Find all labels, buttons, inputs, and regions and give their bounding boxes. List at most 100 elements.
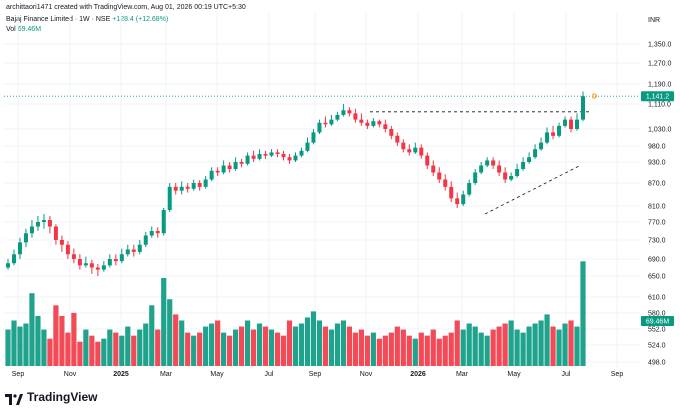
candle [251,150,256,162]
volume-bar [490,329,496,366]
candle [485,157,490,168]
candle [389,125,394,140]
candle [179,181,184,195]
volume-bar [544,314,550,366]
candle [89,259,94,274]
candle [461,190,466,206]
volume-bar [424,335,430,366]
candle-body [209,170,214,180]
volume-bar [340,320,347,366]
volume-bar [47,338,53,366]
y-tick-label: 552.0 [648,327,666,334]
volume-bar [382,335,388,366]
volume-bar [41,329,47,366]
candle-body [563,119,568,126]
volume-bar [233,329,239,366]
candle-body [467,183,472,195]
volume-bar [149,305,155,366]
price-axis: 1,350.0 1,270.0 1,190.0 1,110.0 1,030.0 980.0… [648,42,671,367]
candle-body [257,154,262,159]
candle [107,254,112,268]
volume-bar [11,320,17,366]
x-tick-label: Mar [456,371,469,378]
candle-body [59,240,64,245]
candle-body [161,210,166,234]
candle-body [197,183,202,187]
volume-bar [496,326,502,366]
candle [317,119,322,135]
candle-body [203,179,208,187]
volume-bar [502,323,508,366]
candle-body [485,160,490,166]
candle [125,244,130,257]
candle [533,144,538,159]
candle [6,259,10,270]
y-tick-label: 1,350.0 [648,42,671,49]
y-tick-label: 524.0 [648,343,666,350]
volume-bar [466,323,472,366]
price-overlays: 1,141.2 69.46M D [4,91,674,326]
symbol-line: Bajaj Finance Limited · 1W · NSE +128.4 … [6,16,168,23]
last-price-label: 1,141.2 [646,94,669,101]
candle-body [281,154,286,158]
volume-bar [89,335,95,366]
candle [539,137,544,151]
volume-bar [221,332,227,366]
volume-bar [59,315,65,366]
volume-bar [125,326,131,366]
candle-body [365,122,370,126]
volume-bar [322,326,329,366]
volume-bar [29,293,35,366]
volume-bar [370,332,376,366]
candle [281,150,286,161]
volume-bar [131,335,137,366]
volume-bar [298,323,305,366]
candle [275,149,280,158]
x-tick-label: May [507,371,521,378]
volume-bar [244,320,251,366]
candle-body [305,142,310,151]
candle-body [575,119,580,129]
y-tick-label: 810.0 [648,204,666,211]
candle-body [17,242,22,255]
candle [491,157,496,169]
volume-legend: Vol 69.46M [6,26,41,33]
dividend-marker[interactable]: D [592,94,597,101]
volume-bar [436,338,442,366]
candle-body [35,222,40,227]
last-price-tag [641,91,674,102]
candle-body [317,122,322,133]
candle-body [533,149,538,158]
volume-bar [358,329,364,366]
candle [509,172,514,182]
candle [119,248,124,264]
candle-body [269,152,274,156]
candle-body [101,265,106,270]
candle-body [245,155,250,164]
candle-body [377,121,382,125]
volume-bar [209,323,215,366]
x-tick-label: Nov [360,371,373,378]
candle [113,254,118,266]
candle [497,160,502,176]
candle [143,231,148,248]
volume-bar [23,323,29,366]
candle-body [293,155,298,161]
candle-body [125,249,130,255]
candle-body [347,110,352,114]
candle [215,167,220,176]
candle-body [47,220,52,227]
symbol-name[interactable]: Bajaj Finance Limited · 1W · NSE [6,16,111,23]
volume-bar [71,312,77,366]
candle [47,216,52,234]
candle-body [437,172,442,180]
x-tick-label: Nov [64,371,77,378]
volume-bar [83,329,89,366]
volume-bar [568,320,574,366]
candle-body [263,154,268,156]
x-tick-label: Mar [160,371,173,378]
candle-body [329,119,334,125]
tradingview-logo[interactable]: TradingView [5,390,97,405]
y-tick-label: 498.0 [648,360,666,367]
